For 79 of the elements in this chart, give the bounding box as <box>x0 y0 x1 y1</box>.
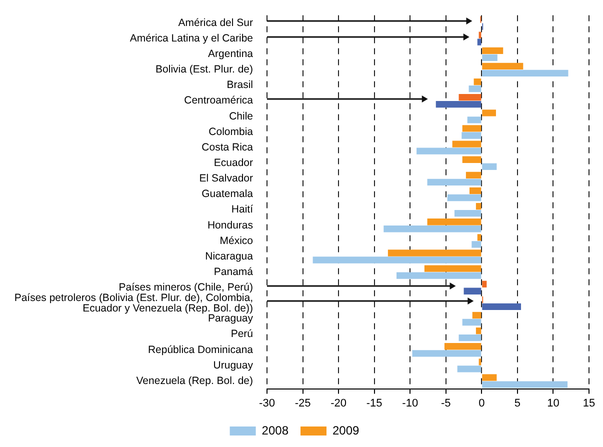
y-tick-label: República Dominicana <box>148 344 254 356</box>
y-tick-label: Nicaragua <box>205 250 254 262</box>
bar <box>482 110 496 116</box>
bar <box>462 125 482 132</box>
bar <box>472 312 482 319</box>
y-tick-label: Uruguay <box>213 359 254 372</box>
legend-label: 2009 <box>332 423 360 438</box>
bar <box>472 241 482 248</box>
y-tick-label: Países mineros (Chile, Perú) <box>118 282 253 294</box>
y-tick-label: Guatemala <box>202 188 254 200</box>
bar <box>482 280 487 288</box>
x-tick-label: -30 <box>259 397 275 410</box>
bar <box>436 101 482 108</box>
bar <box>467 116 482 124</box>
bar <box>477 38 482 46</box>
bar <box>462 132 482 139</box>
bar <box>482 163 497 170</box>
y-tick-label: Panamá <box>214 266 254 278</box>
x-tick-label: 0 <box>478 397 485 410</box>
bar <box>482 47 504 54</box>
y-tick-label: Países petroleros (Bolivia (Est. Plur. de), Colombia, Ecuador y Venezuela (Rep. Bol. de)) <box>14 292 253 314</box>
bar <box>482 70 568 77</box>
bar <box>476 202 482 210</box>
y-tick-label: Costa Rica <box>202 141 254 154</box>
legend-label: 2008 <box>262 423 289 438</box>
x-tick-label: -20 <box>330 397 347 410</box>
bar <box>482 374 497 381</box>
y-tick-label: Bolivia (Est. Plur. de) <box>156 64 253 76</box>
y-tick-label: América del Sur <box>178 16 254 29</box>
x-tick-label: -10 <box>402 397 418 410</box>
bar <box>457 366 482 372</box>
y-tick-label: América Latina y el Caribe <box>130 32 254 44</box>
y-tick-label: Ecuador <box>214 157 254 170</box>
y-tick-label: Paraguay <box>208 312 254 325</box>
bar <box>444 343 482 350</box>
bar <box>482 303 522 310</box>
bar <box>312 256 482 264</box>
bar <box>427 218 482 226</box>
bar <box>476 327 482 334</box>
bar <box>458 94 482 101</box>
bar <box>468 85 482 92</box>
x-tick-label: 15 <box>582 397 596 410</box>
y-tick-label: Colombia <box>208 126 254 138</box>
bar <box>424 265 482 272</box>
bar <box>464 288 482 294</box>
y-tick-label: Argentina <box>208 48 254 60</box>
bar <box>482 381 568 388</box>
y-tick-label: Brasil <box>226 79 253 92</box>
y-tick-label: Chile <box>229 110 254 122</box>
bar <box>458 334 482 342</box>
x-tick-label: -25 <box>294 397 311 410</box>
bar <box>416 148 482 154</box>
bar <box>482 62 524 70</box>
bar <box>427 178 482 186</box>
bar <box>474 78 482 86</box>
bar <box>462 156 482 163</box>
bar <box>462 318 482 326</box>
bar <box>388 250 482 256</box>
y-tick-label: Centroamérica <box>184 94 254 107</box>
x-tick-label: 10 <box>547 397 560 410</box>
y-tick-label: Haití <box>231 204 254 216</box>
bar <box>396 272 482 279</box>
bar <box>454 210 482 217</box>
bar <box>412 350 482 357</box>
x-tick-label: 5 <box>514 397 521 410</box>
y-tick-label: El Salvador <box>199 172 254 185</box>
bar <box>470 187 482 194</box>
x-tick-label: -5 <box>441 397 451 410</box>
bar <box>384 226 482 232</box>
bar <box>466 172 482 179</box>
bar <box>477 234 482 241</box>
bar <box>482 54 498 61</box>
bar <box>447 194 482 202</box>
y-tick-label: México <box>220 234 254 247</box>
x-tick-label: -15 <box>366 397 382 410</box>
y-tick-label: Venezuela (Rep. Bol. de) <box>136 374 253 387</box>
bar <box>452 140 482 148</box>
y-tick-label: Perú <box>230 328 254 340</box>
y-tick-label: Honduras <box>207 219 253 232</box>
